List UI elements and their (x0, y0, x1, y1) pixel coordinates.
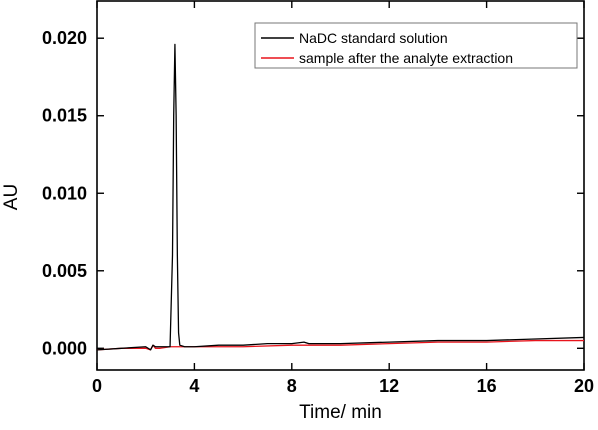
x-axis-title: Time/ min (299, 402, 382, 423)
legend-label: NaDC standard solution (299, 30, 448, 46)
x-tick-label: 8 (287, 376, 297, 396)
legend-label: sample after the analyte extraction (299, 50, 513, 66)
series-layer (96, 43, 585, 351)
legend-box (254, 22, 578, 69)
y-tick-label: 0.000 (42, 338, 87, 358)
x-tick-label: 20 (574, 376, 594, 396)
y-tick-label: 0.015 (42, 106, 87, 126)
legend: NaDC standard solution sample after the a… (254, 22, 578, 69)
axis-ticks: 0 4 8 12 16 20 0.000 0.005 0.010 0.015 0.020 (42, 1, 594, 396)
x-tick-label: 0 (92, 376, 102, 396)
x-tick-label: 12 (379, 376, 399, 396)
y-tick-label: 0.005 (42, 261, 87, 281)
x-tick-label: 4 (189, 376, 199, 396)
x-tick-label: 16 (477, 376, 497, 396)
y-axis-title: AU (1, 184, 22, 210)
series-line-nadc-standard (96, 43, 585, 351)
plot-frame (96, 0, 585, 371)
y-tick-label: 0.020 (42, 28, 87, 48)
y-tick-label: 0.010 (42, 183, 87, 203)
